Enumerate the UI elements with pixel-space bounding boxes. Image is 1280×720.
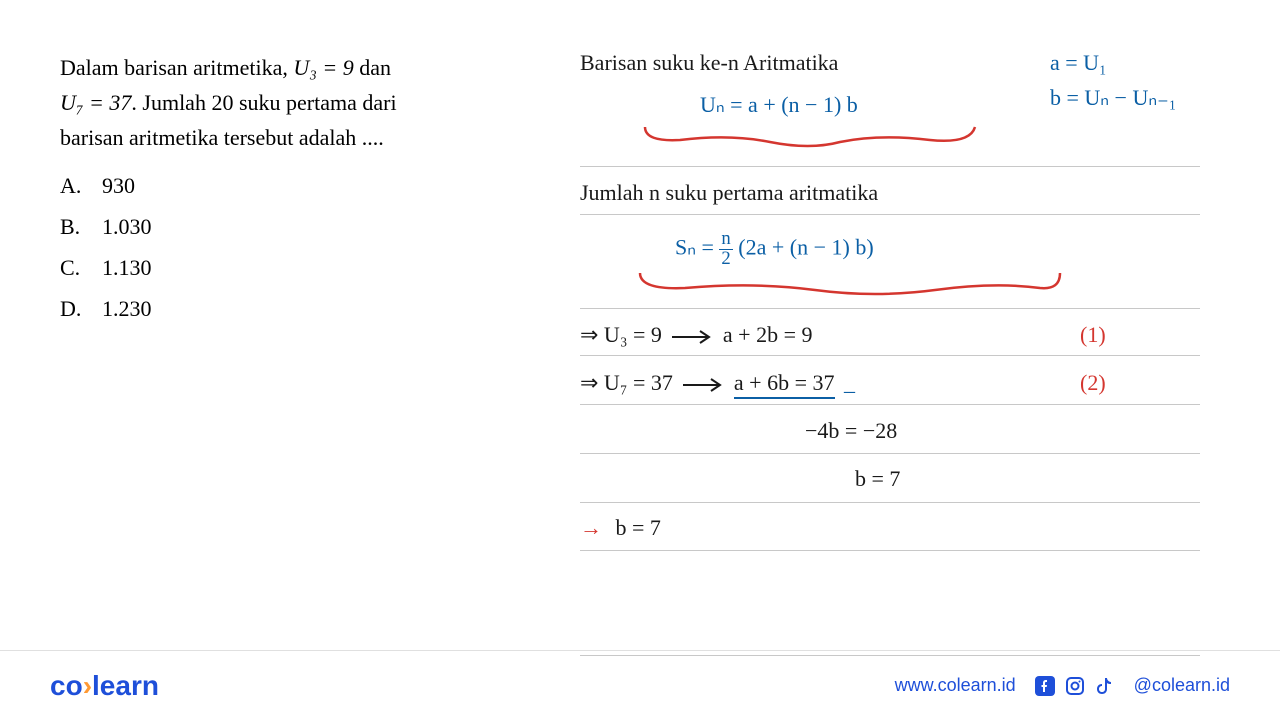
hw-step1-rhs: a + 2b = 9 bbox=[723, 322, 813, 347]
hw-formula1: Uₙ = a + (n − 1) b bbox=[700, 92, 1280, 118]
rule-line bbox=[580, 453, 1200, 454]
option-letter: D. bbox=[60, 291, 84, 326]
hw-step2-rhs: a + 6b = 37 bbox=[734, 370, 835, 399]
option-letter: B. bbox=[60, 209, 84, 244]
logo-pre: co bbox=[50, 670, 83, 701]
arrow-icon bbox=[667, 328, 717, 346]
brace-red-1 bbox=[640, 122, 980, 152]
logo-dot: › bbox=[83, 670, 92, 701]
q-line1-pre: Dalam barisan aritmetika, bbox=[60, 55, 293, 80]
hw-step1-lhs: ⇒ U₃ = 9 bbox=[580, 322, 662, 347]
option-value: 1.130 bbox=[102, 250, 152, 285]
hw-final: → b = 7 bbox=[580, 515, 1220, 541]
footer: co›learn www.colearn.id @colearn.id bbox=[0, 650, 1280, 720]
option-b: B. 1.030 bbox=[60, 209, 520, 244]
option-letter: C. bbox=[60, 250, 84, 285]
option-value: 930 bbox=[102, 168, 135, 203]
hw-step1-tag: (1) bbox=[1080, 322, 1280, 348]
logo-post: learn bbox=[92, 670, 159, 701]
rule-line bbox=[580, 502, 1200, 503]
frac-d: 2 bbox=[719, 250, 732, 269]
rule-line bbox=[580, 214, 1200, 215]
hw-formula2-post: (2a + (n − 1) b) bbox=[733, 234, 874, 259]
q-line2-math: U₇ = 37 bbox=[60, 90, 131, 115]
option-a: A. 930 bbox=[60, 168, 520, 203]
logo: co›learn bbox=[50, 670, 159, 702]
tiktok-icon bbox=[1094, 675, 1116, 697]
q-line3: barisan aritmetika tersebut adalah .... bbox=[60, 125, 384, 150]
footer-right: www.colearn.id @colearn.id bbox=[895, 675, 1230, 697]
question-panel: Dalam barisan aritmetika, U₃ = 9 dan U₇ … bbox=[60, 50, 520, 332]
option-value: 1.030 bbox=[102, 209, 152, 244]
hw-formula2-pre: Sₙ = bbox=[675, 234, 719, 259]
brace-red-2 bbox=[635, 268, 1065, 303]
footer-handle: @colearn.id bbox=[1134, 675, 1230, 696]
q-line2-post: . Jumlah 20 suku pertama dari bbox=[131, 90, 396, 115]
option-d: D. 1.230 bbox=[60, 291, 520, 326]
rule-line bbox=[580, 308, 1200, 309]
q-line1-math: U₃ = 9 bbox=[293, 55, 353, 80]
facebook-icon bbox=[1034, 675, 1056, 697]
rule-line bbox=[580, 550, 1200, 551]
hw-result-b: b = 7 bbox=[855, 466, 1280, 492]
rule-line bbox=[580, 404, 1200, 405]
options-list: A. 930 B. 1.030 C. 1.130 D. 1.230 bbox=[60, 168, 520, 327]
handwriting-panel: Barisan suku ke-n Aritmatika a = U₁ b = … bbox=[580, 50, 1220, 332]
arrow-icon bbox=[678, 376, 728, 394]
q-line1-post: dan bbox=[354, 55, 391, 80]
hw-final-text: b = 7 bbox=[616, 515, 661, 540]
frac-n: n bbox=[719, 230, 732, 250]
option-letter: A. bbox=[60, 168, 84, 203]
rule-line bbox=[580, 166, 1200, 167]
hw-step2-tag: (2) bbox=[1080, 370, 1280, 396]
hw-title2: Jumlah n suku pertama aritmatika bbox=[580, 180, 1220, 206]
imply-icon: → bbox=[580, 515, 602, 540]
option-c: C. 1.130 bbox=[60, 250, 520, 285]
question-text: Dalam barisan aritmetika, U₃ = 9 dan U₇ … bbox=[60, 50, 520, 156]
hw-subtract: −4b = −28 bbox=[805, 418, 1280, 444]
hw-note-a: a = U₁ bbox=[1050, 50, 1280, 76]
rule-line bbox=[580, 355, 1200, 356]
hw-formula2: Sₙ = n2 (2a + (n − 1) b) bbox=[675, 230, 1280, 268]
social-icons bbox=[1034, 675, 1116, 697]
footer-url: www.colearn.id bbox=[895, 675, 1016, 696]
instagram-icon bbox=[1064, 675, 1086, 697]
hw-step2-lhs: ⇒ U₇ = 37 bbox=[580, 370, 673, 395]
option-value: 1.230 bbox=[102, 291, 152, 326]
